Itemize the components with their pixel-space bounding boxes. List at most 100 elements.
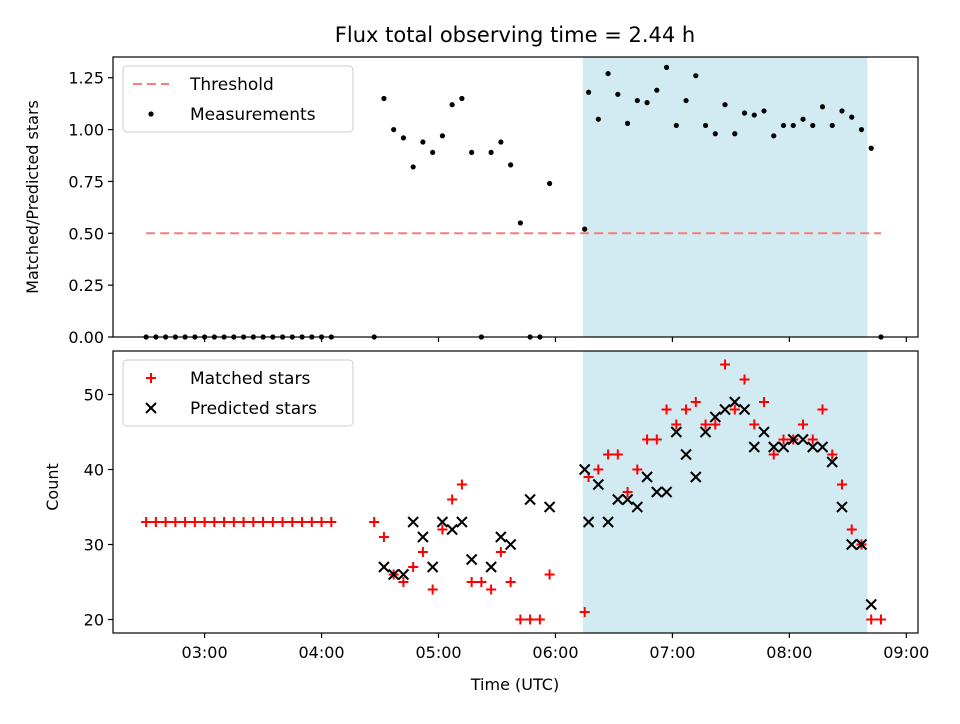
y-tick-label: 30	[84, 536, 104, 555]
data-point	[398, 577, 409, 587]
data-point	[719, 403, 731, 416]
data-point	[449, 102, 455, 108]
y-tick-label: 20	[84, 611, 104, 630]
data-point	[508, 162, 514, 168]
data-point	[582, 226, 588, 232]
data-point	[485, 561, 497, 573]
data-point	[593, 464, 604, 475]
data-point	[749, 419, 760, 430]
data-point	[228, 517, 239, 527]
legend: Matched stars Predicted stars	[122, 359, 354, 427]
data-point	[836, 501, 848, 513]
data-point	[651, 434, 662, 445]
axes-frame	[112, 56, 919, 338]
data-point	[595, 116, 601, 122]
data-point	[498, 139, 504, 145]
data-point	[683, 97, 689, 104]
x-tick-label: 04:00	[299, 643, 345, 662]
data-point	[476, 577, 487, 587]
data-point	[465, 553, 478, 566]
series-matched-stars	[141, 359, 886, 625]
data-point	[592, 478, 605, 491]
data-point	[495, 531, 507, 543]
x-tick-label: 08:00	[766, 643, 812, 662]
data-point	[729, 404, 740, 415]
data-point	[209, 517, 220, 527]
data-point	[456, 479, 467, 490]
legend-label: Threshold	[189, 75, 274, 95]
data-point	[732, 131, 738, 137]
data-point	[199, 517, 210, 527]
data-point	[547, 180, 553, 187]
data-point	[417, 547, 428, 557]
data-point	[807, 434, 818, 445]
legend-predicted-marker	[145, 402, 157, 414]
data-point	[819, 104, 826, 110]
data-point	[306, 517, 317, 527]
data-point	[621, 493, 634, 506]
data-point	[582, 516, 595, 528]
data-point	[525, 614, 536, 625]
axes-frame	[112, 350, 919, 634]
data-point	[671, 419, 682, 430]
data-point	[426, 561, 439, 573]
data-point	[544, 569, 555, 580]
ratio-plot: 0.00 0.25 0.50 0.75 1.00 1.25 Threshold Measure…	[68, 56, 919, 347]
data-point	[517, 220, 523, 226]
count-plot: 20 30 40 50 03:00 04:00 05:00 06:00 07:00 08:00 09…	[84, 350, 929, 662]
legend: Threshold Measurements	[122, 65, 354, 133]
data-point	[846, 524, 857, 535]
data-point	[661, 404, 672, 415]
data-point	[748, 441, 760, 453]
data-point	[141, 517, 152, 527]
data-point	[459, 95, 465, 102]
data-point	[741, 110, 748, 116]
x-tick-label: 07:00	[649, 643, 695, 662]
data-point	[189, 517, 200, 527]
data-point	[768, 441, 780, 453]
data-point	[417, 531, 429, 543]
data-point	[504, 538, 517, 551]
y-tick-label: 0.25	[68, 276, 104, 295]
x-tick-label: 03:00	[182, 643, 228, 662]
data-point	[702, 122, 709, 129]
data-point	[578, 463, 591, 476]
data-point	[836, 479, 847, 490]
data-point	[180, 517, 191, 527]
data-point	[407, 516, 419, 528]
data-point	[287, 517, 298, 527]
data-point	[150, 517, 161, 527]
data-point	[488, 149, 494, 156]
data-point	[868, 145, 874, 151]
data-point	[446, 523, 458, 536]
legend-box	[122, 65, 354, 133]
data-point	[427, 584, 438, 595]
data-point	[605, 70, 611, 77]
data-point	[612, 449, 623, 460]
data-point	[326, 517, 337, 527]
data-point	[700, 419, 711, 430]
data-point	[710, 419, 721, 430]
data-point	[777, 441, 790, 453]
data-point	[316, 517, 327, 527]
data-point	[505, 577, 516, 587]
data-point	[699, 426, 712, 438]
y-tick-label: 50	[84, 386, 104, 405]
data-point	[615, 91, 621, 97]
y-tick-label: 40	[84, 461, 104, 480]
data-point	[160, 517, 171, 527]
x-tick-label: 06:00	[532, 643, 578, 662]
series-predicted-stars	[378, 396, 877, 611]
data-point	[579, 607, 590, 617]
chart-title: Flux total observing time = 2.44 h	[335, 23, 695, 47]
data-point	[400, 135, 407, 141]
data-point	[807, 441, 819, 453]
data-point	[437, 524, 448, 535]
data-point	[622, 487, 633, 497]
data-point	[644, 100, 650, 106]
data-point	[739, 374, 750, 385]
data-point	[816, 441, 829, 453]
shaded-region	[582, 57, 868, 337]
data-point	[855, 538, 868, 551]
series-measurements	[143, 64, 884, 340]
